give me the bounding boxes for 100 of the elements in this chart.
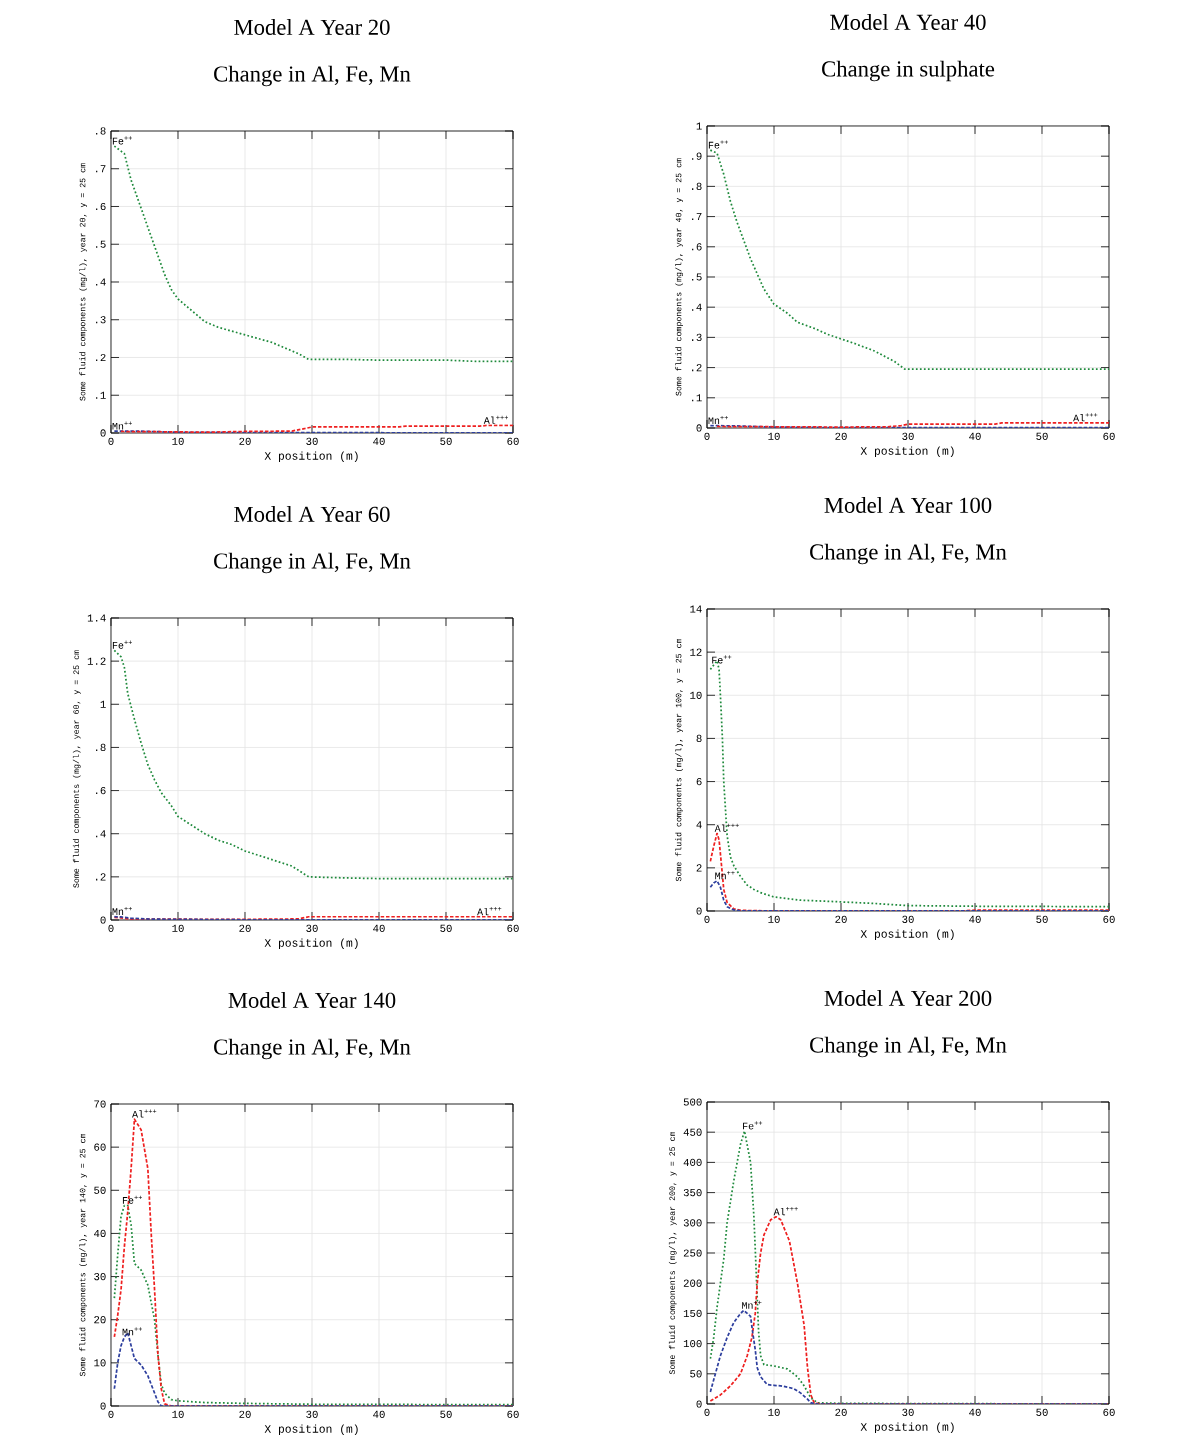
y-tick-label: 0 (696, 907, 702, 915)
x-tick-label: 10 (172, 924, 184, 932)
y-tick-label: .6 (96, 786, 106, 795)
y-tick-label: .6 (692, 243, 702, 251)
annotation: Mn$^{++}$ (112, 906, 132, 915)
y-tick-label: .1 (692, 394, 702, 402)
x-tick-label: 0 (108, 437, 114, 445)
y-tick-label: .6 (96, 202, 106, 211)
y-axis-title: Some fluid components (mg/l), year 40, y = 25 cm (675, 158, 683, 396)
x-tick-label: 60 (1103, 432, 1115, 440)
x-tick-label: 0 (704, 915, 710, 923)
chart-subtitle: Change in sulphate (822, 60, 995, 82)
y-tick-label: 12 (690, 648, 702, 656)
annotation: Al$^{+++}$ (1073, 413, 1098, 422)
x-tick-label: 50 (1036, 915, 1048, 923)
y-axis-title: Some fluid components (mg/l), year 20, y = 25 cm (79, 163, 87, 401)
y-tick-label: 70 (94, 1100, 106, 1108)
x-tick-label: 50 (440, 1410, 452, 1418)
y-tick-label: 150 (683, 1309, 702, 1318)
y-axis-title: Some fluid components (mg/l), year 140, y = 25 cm (79, 1133, 87, 1377)
y-tick-label: .5 (692, 273, 702, 281)
y-tick-label: .9 (692, 152, 702, 160)
y-tick-label: .7 (96, 165, 106, 173)
annotation: Mn$^{++}$ (742, 1300, 762, 1309)
x-tick-label: 40 (373, 924, 385, 932)
annotation: Al$^{+++}$ (477, 907, 502, 916)
y-tick-label: 10 (690, 691, 702, 699)
y-tick-label: 1 (696, 122, 702, 130)
y-tick-label: .8 (96, 127, 106, 135)
y-tick-label: 20 (94, 1316, 106, 1324)
annotation: Fe$^{++}$ (112, 640, 132, 649)
y-tick-label: 1.4 (87, 614, 106, 622)
x-axis-title: X position (m) (860, 929, 954, 940)
annotation: Mn$^{++}$ (715, 871, 735, 880)
y-tick-label: 10 (94, 1359, 106, 1367)
x-tick-label: 30 (902, 1408, 914, 1416)
chart-title: Model A Year 140 (228, 992, 396, 1008)
y-tick-label: 40 (94, 1229, 106, 1238)
annotation: Al$^{+++}$ (714, 823, 739, 832)
x-tick-label: 20 (835, 432, 847, 440)
y-tick-label: 350 (683, 1188, 702, 1197)
x-tick-label: 20 (239, 924, 251, 932)
y-tick-label: 6 (696, 777, 702, 786)
x-tick-label: 40 (969, 915, 981, 923)
y-tick-label: 1.2 (87, 657, 106, 665)
x-tick-label: 20 (835, 1408, 847, 1416)
x-tick-label: 30 (306, 924, 318, 932)
line-series (709, 1215, 1109, 1404)
x-tick-label: 50 (1036, 432, 1048, 440)
x-tick-label: 20 (239, 1410, 251, 1418)
y-axis-title: Some fluid components (mg/l), year 60, y = 25 cm (72, 650, 81, 888)
x-tick-label: 0 (108, 924, 114, 932)
annotation: Mn$^{++}$ (112, 421, 132, 430)
x-axis-title: X position (m) (860, 1422, 954, 1433)
x-tick-label: 20 (835, 915, 847, 923)
x-tick-label: 10 (768, 1408, 780, 1416)
y-tick-label: .4 (96, 278, 106, 286)
x-tick-label: 50 (440, 924, 452, 932)
chart-subtitle: Change in Al, Fe, Mn (810, 1036, 1007, 1058)
chart-subtitle: Change in Al, Fe, Mn (214, 65, 411, 87)
line-series (709, 879, 1109, 911)
annotation: Mn$^{++}$ (708, 415, 728, 424)
x-tick-label: 10 (768, 915, 780, 923)
y-tick-label: .8 (96, 743, 106, 752)
y-tick-label: .2 (96, 873, 106, 881)
annotation: Al$^{+++}$ (132, 1109, 157, 1118)
y-tick-label: .3 (692, 333, 702, 342)
x-tick-label: 60 (1103, 915, 1115, 923)
x-tick-label: 60 (507, 437, 519, 445)
y-tick-label: .4 (96, 830, 106, 838)
annotation: Fe$^{++}$ (743, 1121, 763, 1130)
line-series (709, 832, 1109, 911)
y-tick-label: 50 (690, 1370, 702, 1378)
y-tick-label: 2 (696, 864, 702, 872)
chart-subtitle: Change in Al, Fe, Mn (214, 1038, 411, 1060)
y-tick-label: 0 (100, 1402, 106, 1410)
x-tick-label: 0 (704, 432, 710, 440)
y-tick-label: .5 (96, 240, 106, 248)
annotation: Fe$^{++}$ (112, 136, 132, 145)
x-tick-label: 10 (172, 1410, 184, 1418)
x-tick-label: 40 (969, 1408, 981, 1416)
x-tick-label: 40 (373, 1410, 385, 1418)
x-tick-label: 0 (704, 1408, 710, 1416)
y-tick-label: .8 (692, 182, 702, 191)
annotation: Fe$^{++}$ (708, 140, 728, 149)
y-axis-title: Some fluid components (mg/l), year 100, y = 25 cm (675, 638, 683, 882)
x-tick-label: 30 (902, 915, 914, 923)
line-series (709, 1309, 1109, 1404)
y-tick-label: 400 (683, 1158, 702, 1167)
y-tick-label: 100 (683, 1339, 702, 1348)
x-tick-label: 60 (1103, 1408, 1115, 1416)
chart-title: Model A Year 40 (830, 13, 986, 30)
annotation: Mn$^{++}$ (122, 1327, 143, 1336)
y-tick-label: 450 (683, 1128, 702, 1136)
y-tick-label: .1 (96, 391, 106, 399)
annotation: Al$^{+++}$ (773, 1207, 798, 1216)
x-tick-label: 60 (507, 1410, 519, 1418)
annotation: Al$^{+++}$ (483, 415, 508, 424)
chart-title: Model A Year 100 (824, 497, 992, 513)
chart-title: Model A Year 60 (234, 506, 390, 522)
